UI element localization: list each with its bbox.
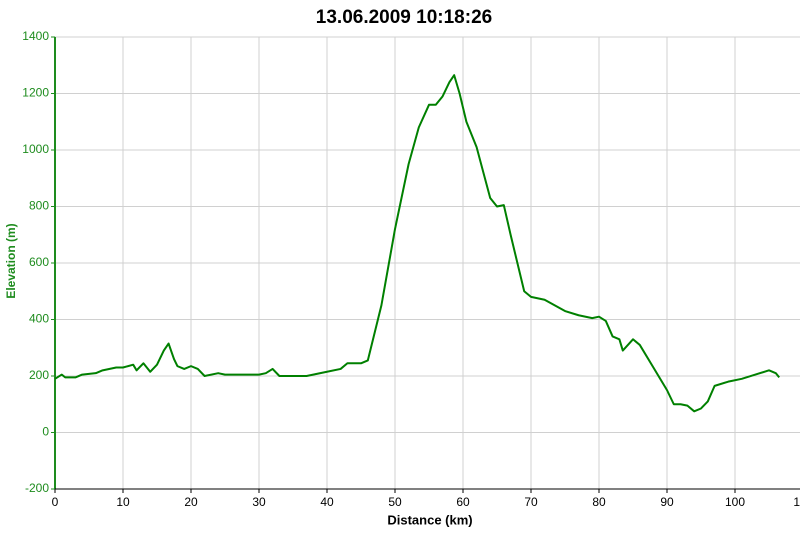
chart-title: 13.06.2009 10:18:26	[316, 7, 492, 28]
x-tick-label: 30	[252, 495, 266, 509]
y-tick-label: 800	[29, 199, 49, 213]
x-tick-label: 110	[793, 495, 800, 509]
x-tick-label: 100	[725, 495, 745, 509]
x-axis-label: Distance (km)	[387, 512, 472, 527]
y-tick-label: -200	[25, 481, 49, 495]
y-tick-label: 1200	[22, 86, 49, 100]
y-tick-label: 1000	[22, 142, 49, 156]
x-tick-label: 70	[524, 495, 538, 509]
x-tick-label: 60	[456, 495, 470, 509]
y-axis-label: Elevation (m)	[4, 223, 18, 298]
x-tick-label: 80	[592, 495, 606, 509]
x-tick-label: 50	[388, 495, 402, 509]
y-tick-label: 400	[29, 312, 49, 326]
x-tick-label: 0	[52, 495, 59, 509]
x-tick-label: 90	[660, 495, 674, 509]
line-series	[54, 74, 780, 413]
x-tick-label: 10	[116, 495, 130, 509]
x-tick-label: 20	[184, 495, 198, 509]
y-tick-label: 1400	[22, 29, 49, 43]
y-tick-label: 0	[42, 425, 49, 439]
x-tick-label: 40	[320, 495, 334, 509]
y-tick-label: 600	[29, 255, 49, 269]
y-tick-label: 200	[29, 368, 49, 382]
